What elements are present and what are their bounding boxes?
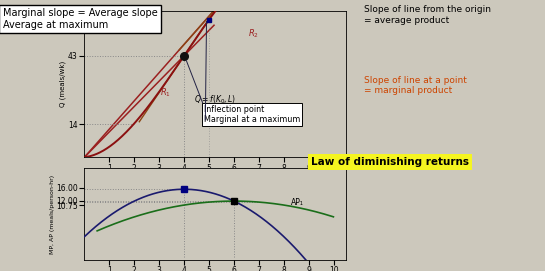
Text: Inflection point
Marginal at a maximum: Inflection point Marginal at a maximum [204, 105, 300, 124]
Y-axis label: MP, AP (meals/person-hr): MP, AP (meals/person-hr) [50, 175, 55, 254]
Text: $Q=f(K_0,L)$: $Q=f(K_0,L)$ [194, 94, 237, 107]
Text: Marginal slope = Average slope
Average at maximum: Marginal slope = Average slope Average a… [3, 8, 158, 30]
Text: Slope of line from the origin
= average product: Slope of line from the origin = average … [364, 5, 491, 25]
Text: AP₁: AP₁ [291, 198, 304, 207]
Y-axis label: Q (meals/wk): Q (meals/wk) [60, 61, 66, 107]
Text: $R_2$: $R_2$ [247, 28, 259, 40]
Text: Slope of line at a point
= marginal product: Slope of line at a point = marginal prod… [364, 76, 467, 95]
Text: $R_1$: $R_1$ [160, 87, 172, 99]
Text: Law of diminishing returns: Law of diminishing returns [311, 157, 469, 167]
Text: L: L [340, 159, 344, 167]
